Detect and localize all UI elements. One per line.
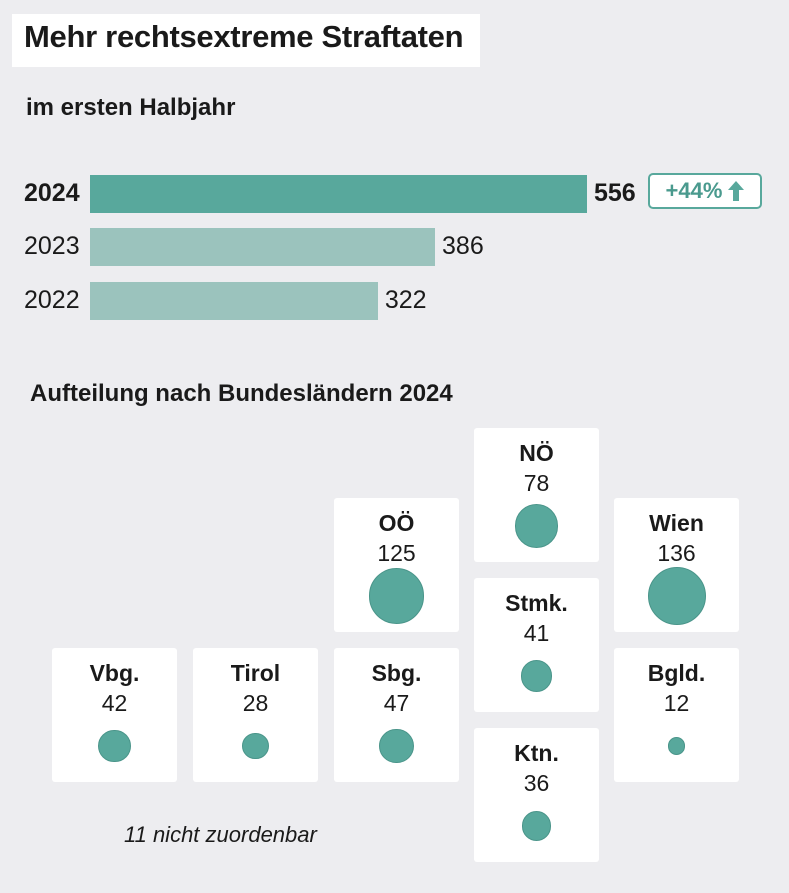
bar-row: 2023 386 (0, 228, 789, 268)
state-value: 78 (523, 470, 550, 496)
bar-year-label: 2023 (24, 232, 80, 260)
bar (90, 228, 436, 266)
title-box (12, 14, 480, 67)
state-bubble (379, 728, 414, 764)
state-name: Ktn. (514, 740, 559, 766)
state-name: Tirol (230, 660, 281, 686)
state-value: 47 (383, 690, 410, 716)
state-bubble (514, 504, 559, 548)
bar-row: 2024 556 (0, 175, 789, 215)
section-title: Aufteilung nach Bundesländern 2024 (30, 380, 453, 407)
state-value: 125 (377, 540, 416, 566)
bar-year-label: 2024 (24, 179, 80, 207)
state-name: Wien (649, 510, 704, 536)
state-bubble (98, 729, 131, 763)
state-tile: Tirol 28 (193, 648, 318, 782)
bar-value-label: 322 (384, 286, 427, 314)
state-name: Stmk. (505, 590, 568, 616)
state-value: 28 (242, 690, 269, 716)
state-bubble (368, 568, 425, 624)
state-tile: Wien 136 (614, 498, 739, 632)
state-bubble (242, 732, 269, 760)
state-bubble (521, 811, 552, 841)
bar (90, 175, 587, 213)
bar-year-label: 2022 (24, 286, 80, 314)
state-tile: Stmk. 41 (474, 578, 599, 712)
chart-title: Mehr rechtsextreme Straftaten (24, 19, 464, 54)
bar-value-label: 386 (442, 232, 484, 260)
state-value: 41 (523, 620, 550, 646)
bar-row: 2022 322 (0, 282, 789, 322)
state-tile: Vbg. 42 (52, 648, 177, 782)
state-name: Bgld. (647, 660, 706, 686)
footnote: 11 nicht zuordenbar (124, 822, 317, 847)
state-value: 12 (663, 690, 690, 716)
state-name: OÖ (378, 510, 415, 536)
state-tile: Sbg. 47 (334, 648, 459, 782)
change-badge: +44% (648, 173, 762, 209)
chart-subtitle: im ersten Halbjahr (26, 94, 236, 121)
state-tile: Bgld. 12 (614, 648, 739, 782)
change-label: +44% (665, 178, 723, 203)
state-name: Vbg. (89, 660, 140, 686)
state-bubble (647, 567, 706, 625)
state-tile: Ktn. 36 (474, 728, 599, 862)
state-value: 42 (101, 690, 128, 716)
state-tile: OÖ 125 (334, 498, 459, 632)
arrow-up-icon (728, 181, 745, 201)
state-name: Sbg. (371, 660, 422, 686)
state-name: NÖ (519, 440, 554, 466)
bar-value-label: 556 (594, 179, 636, 207)
state-bubble (520, 660, 553, 692)
state-value: 136 (657, 540, 696, 566)
bar (90, 282, 378, 320)
state-value: 36 (523, 770, 550, 796)
state-bubble (667, 737, 686, 755)
state-tile: NÖ 78 (474, 428, 599, 562)
